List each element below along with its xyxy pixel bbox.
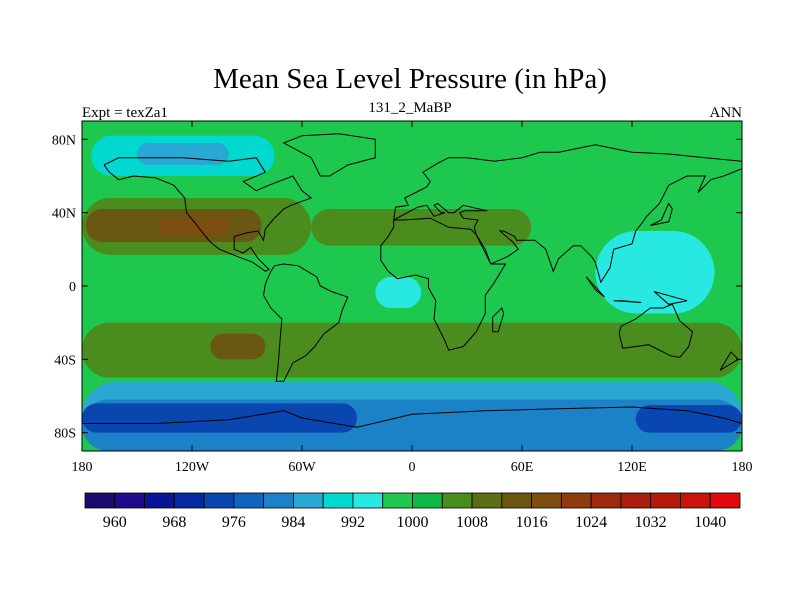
season-label: ANN (710, 105, 743, 121)
y-tick-label: 0 (69, 280, 76, 295)
pressure-region-arctic-low-core (137, 143, 229, 165)
y-tick-label: 80N (52, 133, 76, 148)
pressure-region-southern-trough-deep-east (635, 405, 742, 433)
colorbar-swatch (114, 492, 145, 509)
colorbar-swatch (441, 492, 473, 509)
coastline-6 (492, 307, 505, 333)
colorbar-label: 984 (281, 514, 305, 531)
colorbar-label: 1040 (694, 514, 726, 531)
colorbar-swatch (322, 492, 354, 509)
pressure-region-asian-low (595, 231, 715, 314)
colorbar-swatch (531, 492, 562, 509)
pressure-field (82, 121, 742, 451)
coastline-9 (613, 300, 642, 303)
pressure-region-north-africa-low (375, 276, 422, 308)
colorbar-swatch (560, 492, 592, 509)
coastline-0 (103, 157, 313, 272)
x-tick-label: 120W (175, 460, 210, 475)
colorbar-label: 1000 (397, 514, 429, 531)
x-tick-label: 60E (511, 460, 534, 475)
coastline-10 (653, 291, 688, 305)
colorbar-swatch (471, 492, 503, 509)
pressure-region-south-subtropical-belt (82, 322, 742, 378)
colorbar-swatch (709, 492, 741, 509)
period-label: 131_2_MaBP (368, 100, 451, 116)
y-tick-label: 80S (54, 427, 76, 442)
colorbar-swatch (84, 492, 116, 509)
pressure-region-south-pacific-high (210, 333, 266, 360)
x-tick-label: 180 (72, 460, 93, 475)
colorbar-swatch (620, 492, 652, 509)
colorbar-swatch (293, 492, 324, 509)
experiment-label: Expt = texZa1 (82, 105, 168, 121)
coastline-7 (82, 406, 742, 428)
colorbar-label: 976 (222, 514, 246, 531)
colorbar-swatch (650, 492, 681, 509)
colorbar-swatch (203, 492, 235, 509)
x-tick-label: 60W (288, 460, 316, 475)
axes: 180 120W 60W 0 60E 120E 180 80N 40N 0 40S 80S (52, 121, 753, 475)
coastline-2 (380, 217, 507, 351)
colorbar: 960 968 976 984 992 1000 1008 1016 1024 1032 1040 (84, 492, 741, 531)
colorbar-swatch (144, 492, 175, 509)
coastline-5 (282, 133, 376, 177)
colorbar-label: 1008 (456, 514, 488, 531)
colorbar-label: 1016 (516, 514, 548, 531)
x-tick-label: 120E (617, 460, 647, 475)
pressure-region-eurasian-belt (311, 209, 532, 246)
colorbar-swatch (263, 492, 294, 509)
colorbar-label: 968 (162, 514, 186, 531)
coastline-8 (585, 276, 605, 298)
coastline-11 (650, 202, 673, 226)
colorbar-swatch (680, 492, 711, 509)
colorbar-swatch (382, 492, 413, 509)
pressure-region-southern-trough-deep-west (82, 403, 357, 433)
colorbar-swatch (173, 492, 205, 509)
colorbar-swatch (233, 492, 265, 509)
x-tick-label: 0 (409, 460, 416, 475)
chart-title: Mean Sea Level Pressure (in hPa) (213, 63, 607, 95)
coastline-3 (393, 144, 742, 284)
colorbar-label: 1032 (635, 514, 667, 531)
coastline-12 (719, 351, 740, 371)
colorbar-swatch (590, 492, 622, 509)
colorbar-swatch (412, 492, 443, 509)
y-tick-label: 40S (54, 353, 76, 368)
x-tick-label: 180 (732, 460, 753, 475)
colorbar-label: 960 (103, 514, 127, 531)
pressure-region-north-pacific-high-center (159, 216, 229, 235)
y-tick-label: 40N (52, 207, 76, 222)
coastline-1 (262, 263, 349, 382)
colorbar-label: 1024 (575, 514, 607, 531)
colorbar-swatch (352, 492, 384, 509)
coastline-4 (618, 303, 694, 359)
coastlines (82, 133, 742, 428)
colorbar-label: 992 (341, 514, 365, 531)
colorbar-swatch (501, 492, 532, 509)
